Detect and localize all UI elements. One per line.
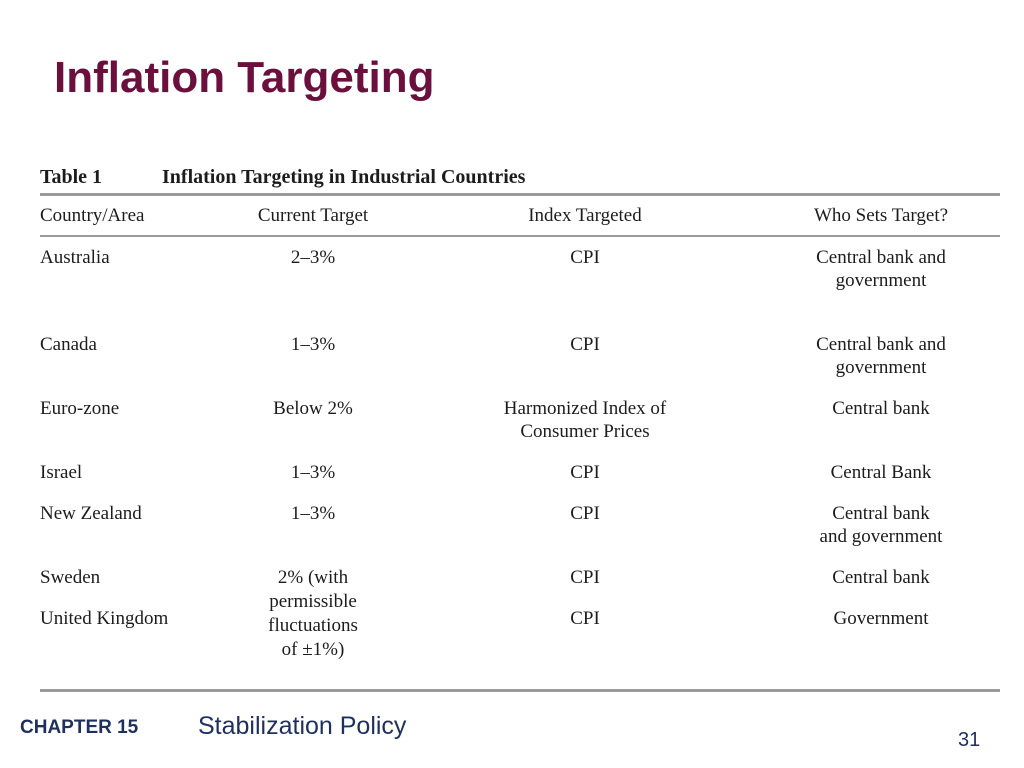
table-header-rule [40, 235, 1000, 237]
header-target: Current Target [257, 205, 369, 226]
header-index: Index Targeted [528, 205, 642, 226]
header-country: Country/Area [40, 205, 145, 226]
cell-index: CPI [570, 567, 600, 588]
cell-country: United Kingdom [40, 608, 169, 629]
cell-setter: Central bank [832, 567, 930, 588]
cell-target: 1–3% [290, 462, 336, 483]
table-caption-text: Inflation Targeting in Industrial Countr… [162, 166, 526, 188]
cell-setter: Central bank and [816, 247, 946, 268]
footer-chapter: CHAPTER 15 [20, 717, 139, 738]
table-bottom-rule [40, 689, 1000, 692]
cell-index: CPI [570, 247, 600, 268]
cell-country: Canada [40, 334, 97, 355]
table-caption: Table 1 Inflation Targeting in Industrial… [40, 164, 1000, 190]
cell-index-line2: Consumer Prices [520, 421, 650, 442]
cell-country: Euro-zone [40, 398, 120, 419]
cell-index: CPI [570, 462, 600, 483]
cell-setter: Central bank and [816, 334, 946, 355]
cell-index: CPI [570, 334, 600, 355]
cell-index: CPI [570, 608, 600, 629]
table-number: Table 1 [40, 166, 103, 188]
cell-setter: Central bank [832, 503, 930, 524]
cell-target: Below 2% [273, 398, 353, 419]
cell-target: 1–3% [290, 503, 336, 524]
cell-setter: Government [833, 608, 929, 629]
cell-target-line2: permissible [269, 591, 357, 612]
cell-setter: Central bank [832, 398, 930, 419]
cell-setter-line2: and government [819, 526, 943, 547]
cell-country: New Zealand [40, 503, 142, 524]
slide-title: Inflation Targeting [54, 53, 435, 102]
cell-target: 2% (with [277, 567, 349, 588]
cell-target-line3: fluctuations [268, 615, 358, 636]
cell-index: CPI [570, 503, 600, 524]
cell-target: 2–3% [290, 247, 336, 268]
cell-country: Australia [40, 247, 110, 268]
header-setter: Who Sets Target? [813, 205, 949, 226]
table-top-rule [40, 193, 1000, 196]
cell-target: 1–3% [290, 334, 336, 355]
page-number: 31 [958, 729, 981, 751]
cell-index: Harmonized Index of [503, 398, 667, 419]
cell-setter: Central Bank [830, 462, 932, 483]
cell-country: Sweden [40, 567, 101, 588]
cell-target-line4: of ±1%) [281, 639, 345, 660]
cell-setter-line2: government [835, 357, 927, 378]
footer-subject: Stabilization Policy [198, 712, 407, 740]
cell-setter-line2: government [835, 270, 927, 291]
cell-country: Israel [40, 462, 83, 483]
